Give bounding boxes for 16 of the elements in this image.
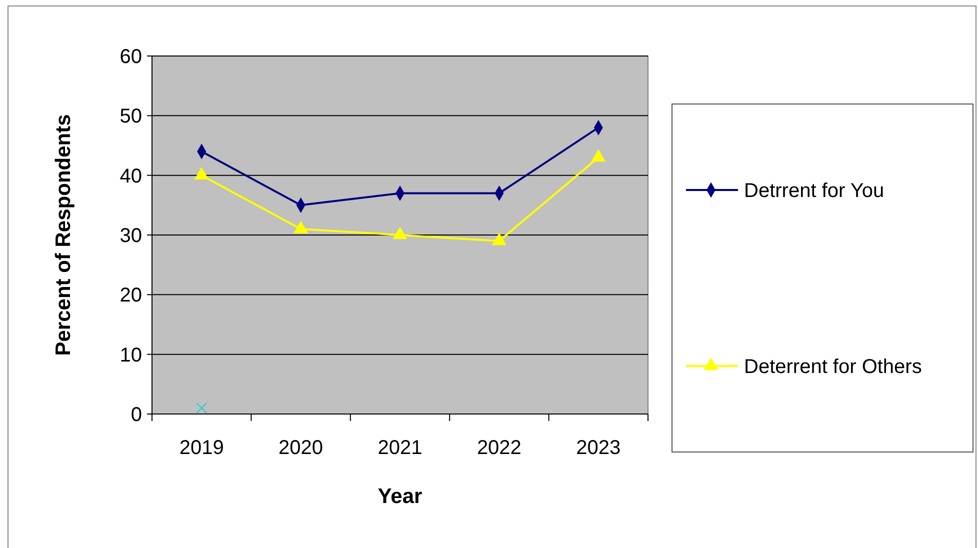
x-tick-label: 2022: [476, 437, 522, 459]
legend-label: Detrrent for You: [744, 180, 884, 202]
x-tick-label: 2021: [378, 437, 422, 459]
x-tick-label: 2020: [278, 437, 324, 459]
x-tick-label: 2023: [576, 437, 621, 459]
y-tick-label: 30: [120, 225, 142, 247]
x-tick-label: 2019: [179, 437, 224, 459]
y-tick-label: 60: [120, 46, 142, 68]
x-axis-title: Year: [378, 485, 422, 508]
y-tick-label: 50: [120, 106, 142, 128]
y-tick-label: 0: [130, 404, 142, 426]
y-tick-label: 10: [120, 344, 142, 366]
y-tick-label: 40: [120, 165, 142, 188]
y-tick-label: 20: [120, 284, 142, 307]
y-axis-title: Percent of Respondents: [52, 114, 75, 356]
legend-label: Deterrent for Others: [744, 356, 922, 378]
